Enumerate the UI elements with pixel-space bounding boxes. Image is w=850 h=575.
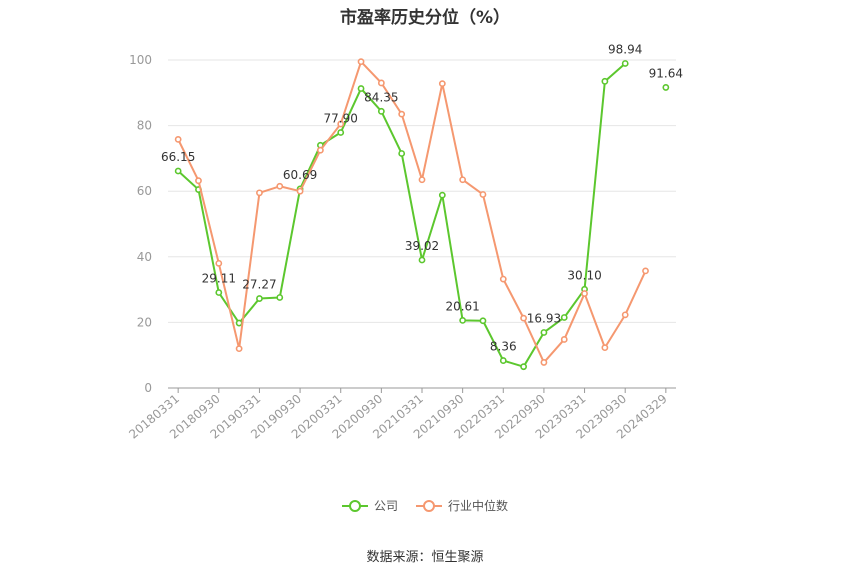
series-point-1 (215, 259, 223, 267)
series-point-1 (377, 79, 385, 87)
series-point-0 (377, 107, 385, 115)
series-point-0 (438, 191, 446, 199)
series-point-1 (601, 344, 609, 352)
series-point-1 (560, 336, 568, 343)
series-point-1 (459, 176, 467, 184)
series-point-1 (256, 189, 263, 197)
data-label: 60.69 (283, 168, 317, 182)
series-point-1 (235, 345, 243, 353)
data-label: 16.93 (527, 311, 561, 325)
y-tick-label: 40 (137, 250, 152, 264)
series-point-1 (520, 314, 527, 322)
series-point-0 (540, 329, 548, 336)
legend: 公司 行业中位数 (0, 497, 850, 514)
data-label: 27.27 (242, 278, 276, 292)
y-tick-label: 60 (137, 184, 152, 198)
legend-label-company: 公司 (373, 499, 398, 513)
data-labels-layer: 66.15 29.11 27.27 60.69 77.90 84.35 39.02 20.61… (161, 42, 683, 353)
y-tick-label: 80 (137, 119, 152, 133)
series-point-0 (276, 294, 284, 301)
series-point-0 (499, 357, 507, 364)
legend-label-industry-median: 行业中位数 (448, 499, 509, 513)
data-label: 8.36 (490, 340, 517, 354)
data-label: 29.11 (202, 272, 236, 286)
data-label: 84.35 (364, 90, 398, 104)
series-point-0 (418, 256, 426, 264)
source-note: 数据来源：恒生聚源 (366, 550, 484, 565)
legend-swatch-industry-median (416, 499, 442, 512)
data-label: 20.61 (445, 299, 479, 313)
series-point-0 (235, 319, 243, 327)
series-point-0 (560, 314, 568, 321)
data-label: 98.94 (608, 42, 642, 56)
series-point-1 (438, 80, 446, 88)
series-point-1 (621, 311, 629, 319)
series-point-0 (479, 317, 487, 325)
y-tick-label: 100 (129, 53, 152, 67)
series-point-1 (316, 146, 324, 154)
series-point-1 (642, 267, 649, 275)
legend-item-industry-median[interactable]: 行业中位数 (416, 497, 508, 514)
chart-title: 市盈率历史分位（%） (339, 8, 511, 28)
data-label: 66.15 (161, 150, 195, 164)
series-point-0 (662, 84, 670, 91)
data-label: 91.64 (649, 66, 683, 80)
series-layer (174, 58, 670, 371)
series-point-0 (256, 295, 263, 302)
series-point-1 (357, 58, 365, 66)
y-tick-label: 20 (137, 315, 152, 329)
y-tick-label: 0 (144, 381, 152, 395)
series-point-1 (195, 177, 202, 185)
series-point-0 (398, 150, 406, 157)
legend-swatch-company (341, 499, 368, 512)
series-point-1 (174, 135, 182, 143)
data-label: 39.02 (405, 239, 439, 253)
series-point-1 (540, 359, 548, 366)
series-point-1 (276, 182, 284, 190)
series-point-0 (215, 289, 223, 296)
series-point-0 (459, 316, 467, 324)
series-line-1 (177, 60, 647, 364)
series-point-1 (499, 275, 507, 283)
series-point-1 (296, 187, 304, 195)
series-point-0 (601, 77, 609, 85)
series-point-0 (174, 167, 182, 175)
series-point-1 (581, 290, 588, 297)
series-point-0 (337, 129, 345, 136)
series-point-1 (479, 191, 487, 198)
series-point-0 (520, 363, 527, 371)
series-point-0 (621, 60, 629, 67)
series-point-0 (357, 85, 365, 92)
series-point-1 (337, 120, 345, 128)
data-label: 30.10 (567, 268, 601, 282)
data-label: 77.90 (324, 111, 358, 125)
series-point-1 (398, 110, 406, 118)
series-point-1 (418, 176, 426, 184)
legend-item-company[interactable]: 公司 (341, 497, 398, 514)
